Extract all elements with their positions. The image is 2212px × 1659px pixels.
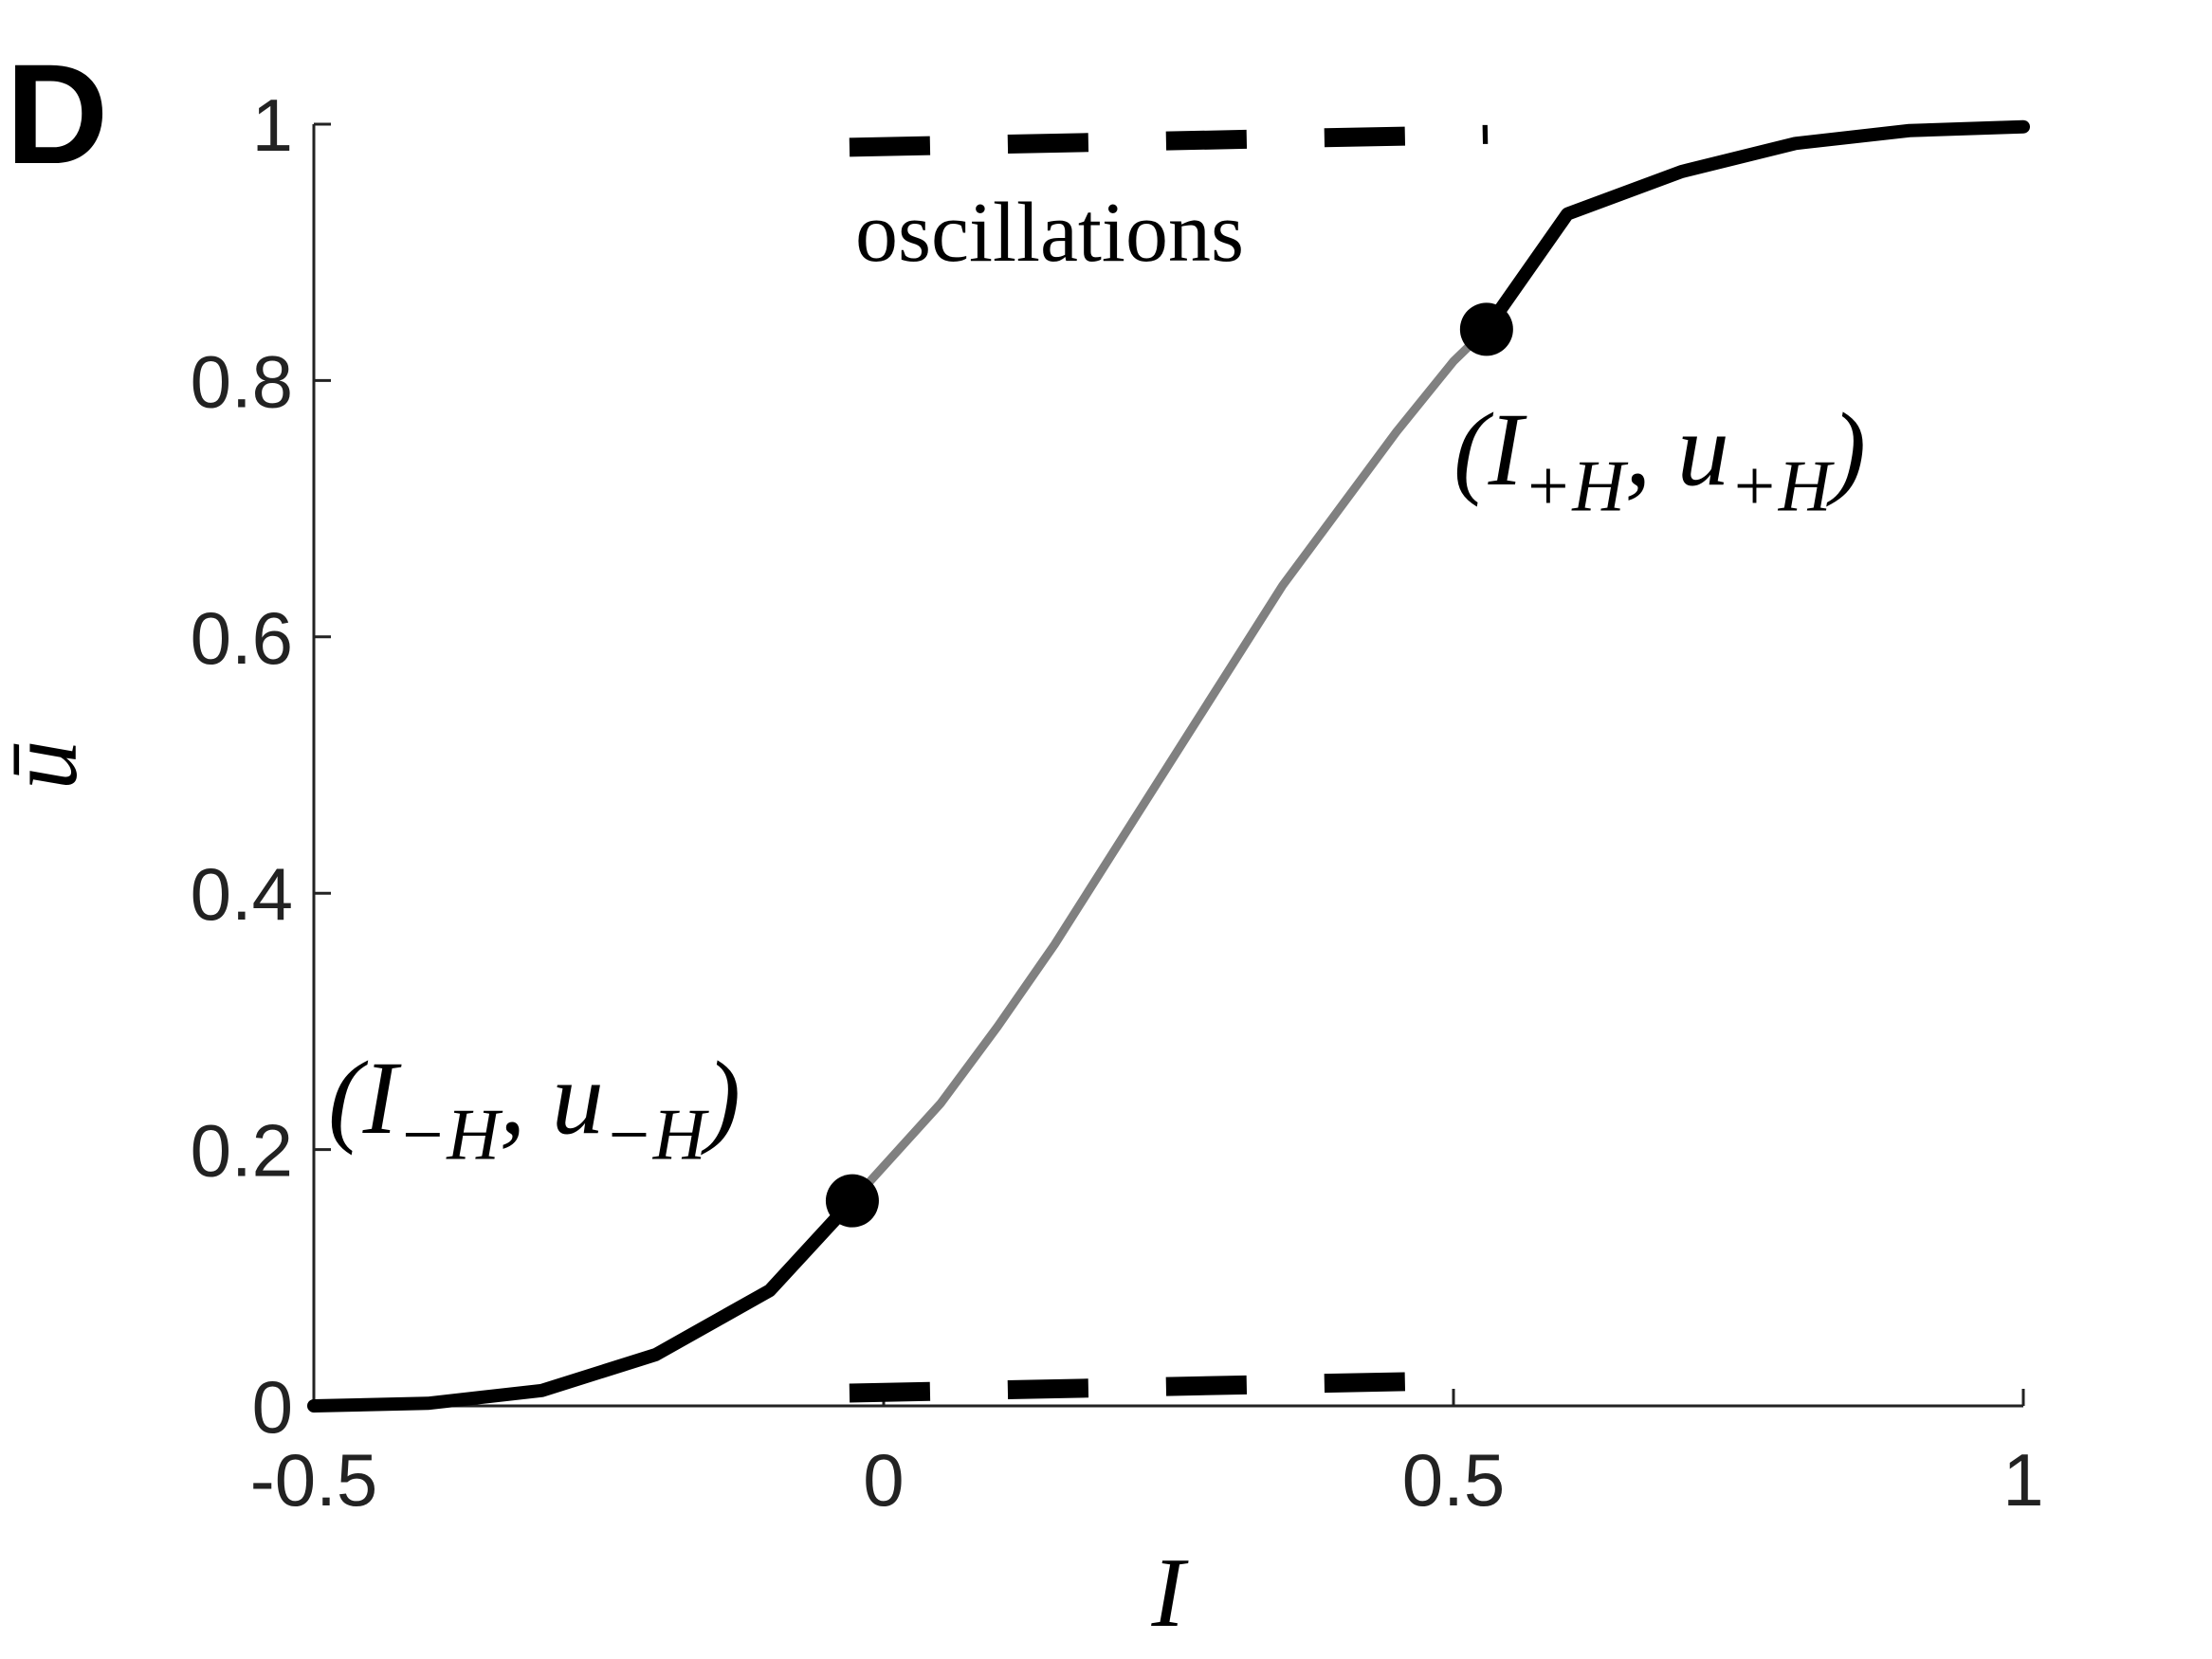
- y-tick-label: 0: [252, 1365, 293, 1449]
- annotation-part: −H: [397, 1094, 503, 1176]
- y-tick-label: 0.4: [191, 852, 293, 936]
- annotation-part: , u: [500, 1040, 604, 1156]
- y-axis-label: ū: [0, 740, 98, 791]
- annotation-part: (I: [328, 1040, 402, 1156]
- y-tick-label: 1: [252, 83, 293, 167]
- annotation: (I+H, u+H): [1453, 392, 1866, 527]
- y-tick-label: 0.6: [191, 596, 293, 680]
- y-tick-label: 0.2: [191, 1109, 293, 1193]
- annotation-part: −H: [604, 1094, 710, 1176]
- x-tick-label: 1: [2002, 1438, 2043, 1522]
- annotation-part: ): [1825, 392, 1866, 507]
- x-tick-label: 0: [863, 1438, 904, 1522]
- annotation-part: oscillations: [855, 186, 1244, 280]
- curve: [848, 324, 1491, 1206]
- curve: [307, 1194, 859, 1413]
- x-axis-label: I: [1151, 1537, 1190, 1648]
- annotation: oscillations: [855, 186, 1244, 280]
- annotation-part: (I: [1453, 392, 1527, 507]
- curve: [1479, 119, 2030, 337]
- oscillation-branch: [849, 124, 1489, 157]
- annotation-part: ): [700, 1040, 740, 1156]
- y-tick-label: 0.8: [191, 339, 293, 423]
- x-tick-label: -0.5: [250, 1438, 377, 1522]
- panel-label: D: [6, 34, 108, 193]
- hopf-point: [825, 1174, 879, 1228]
- oscillation-branch: [849, 1372, 1412, 1403]
- x-tick-label: 0.5: [1402, 1438, 1505, 1522]
- annotation-part: +H: [1523, 446, 1629, 527]
- annotation-part: , u: [1625, 392, 1729, 507]
- annotation: (I−H, u−H): [328, 1040, 740, 1176]
- annotation-part: +H: [1729, 446, 1836, 527]
- hopf-point: [1459, 302, 1513, 356]
